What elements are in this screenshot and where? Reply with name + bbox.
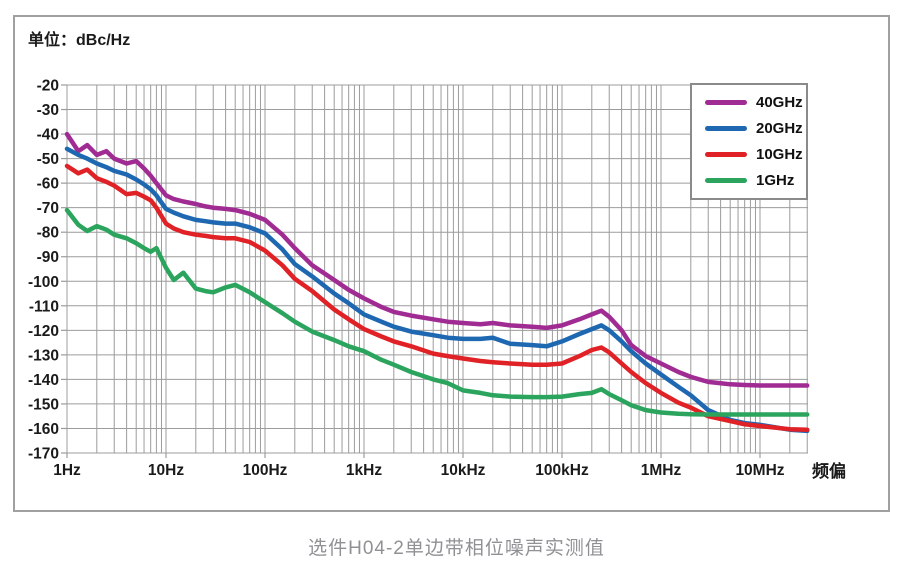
- legend-swatch-10ghz: [705, 152, 747, 157]
- y-tick-label: -170: [28, 446, 59, 463]
- y-axis-unit-label: 单位：dBc/Hz: [28, 32, 131, 49]
- series-line-1ghz: [64, 207, 810, 417]
- legend-item-40ghz: 40GHz: [705, 94, 806, 111]
- y-tick-label: -70: [37, 200, 59, 217]
- legend-item-20ghz: 20GHz: [705, 120, 806, 137]
- x-tick-label: 10Hz: [148, 462, 184, 479]
- y-tick-label: -20: [37, 78, 59, 95]
- legend-label-10ghz: 10GHz: [756, 146, 803, 163]
- x-tick-label: 10kHz: [441, 462, 486, 479]
- y-tick-label: -30: [37, 102, 59, 119]
- figure-caption: 选件H04-2单边带相位噪声实测值: [308, 538, 605, 559]
- x-tick-label: 100kHz: [535, 462, 589, 479]
- x-tick-label: 10MHz: [735, 462, 784, 479]
- chart-legend: 40GHz 20GHz 10GHz 1GHz: [690, 83, 808, 200]
- y-tick-label: -100: [28, 274, 59, 291]
- legend-swatch-1ghz: [705, 178, 747, 183]
- y-tick-label: -60: [37, 176, 59, 193]
- x-tick-label: 100Hz: [243, 462, 288, 479]
- x-axis-title: 频偏: [812, 462, 846, 481]
- x-tick-label: 1Hz: [53, 462, 81, 479]
- y-tick-label: -140: [28, 372, 59, 389]
- legend-swatch-40ghz: [705, 100, 747, 105]
- legend-label-1ghz: 1GHz: [756, 172, 795, 189]
- legend-item-1ghz: 1GHz: [705, 172, 806, 189]
- x-tick-label: 1MHz: [641, 462, 682, 479]
- y-tick-label: -80: [37, 225, 59, 242]
- y-tick-label: -160: [28, 421, 59, 438]
- legend-label-40ghz: 40GHz: [756, 94, 803, 111]
- y-tick-label: -40: [37, 127, 59, 144]
- legend-label-20ghz: 20GHz: [756, 120, 803, 137]
- y-tick-label: -90: [37, 249, 59, 266]
- series-line-40ghz: [64, 131, 810, 388]
- y-tick-label: -130: [28, 347, 59, 364]
- y-tick-label: -120: [28, 323, 59, 340]
- x-tick-label: 1kHz: [346, 462, 382, 479]
- series-line-20ghz: [64, 146, 810, 434]
- series-line-10ghz: [64, 163, 810, 432]
- legend-swatch-20ghz: [705, 126, 747, 131]
- y-tick-label: -110: [29, 298, 59, 315]
- legend-item-10ghz: 10GHz: [705, 146, 806, 163]
- y-tick-label: -150: [28, 396, 59, 413]
- y-tick-label: -50: [37, 151, 59, 168]
